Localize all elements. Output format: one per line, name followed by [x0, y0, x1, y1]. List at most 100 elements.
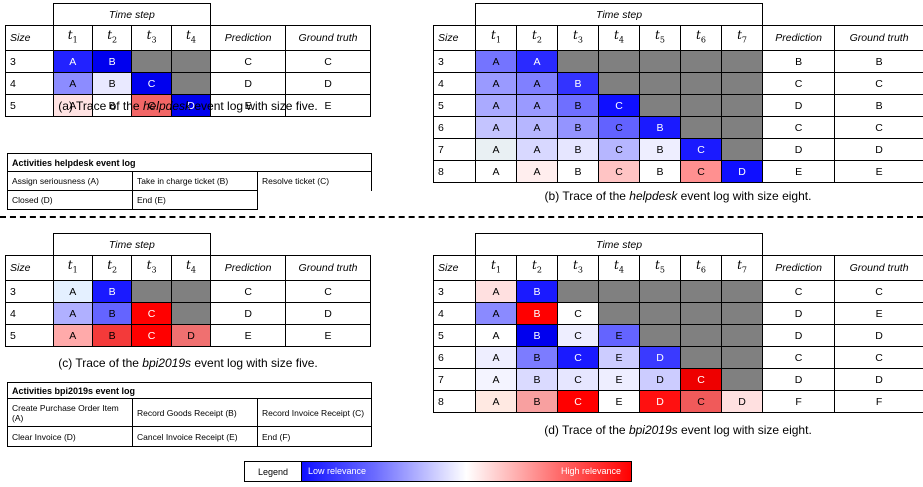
masked-cell — [720, 116, 764, 139]
caption-letter: (d) — [544, 423, 559, 437]
masked-cell — [720, 50, 764, 73]
time-step-t5-header: t5 — [639, 255, 681, 281]
caption-prefix: Trace of the — [75, 356, 139, 370]
activity-cell: B — [639, 116, 681, 139]
time-step-t3-header: t3 — [131, 255, 172, 281]
activity-item: End (F) — [257, 426, 372, 447]
size-cell: 6 — [433, 346, 476, 369]
activities-title: Activities bpi2019s event log — [7, 382, 372, 399]
time-step-t2-header: t2 — [516, 25, 558, 51]
activity-cell: A — [475, 368, 517, 391]
activity-cell: A — [516, 116, 558, 139]
prediction-cell: C — [762, 346, 836, 369]
activity-cell: A — [475, 94, 517, 117]
activity-cell: C — [680, 390, 722, 413]
activities-bpi2019s-table: Activities bpi2019s event log Create Pur… — [7, 382, 372, 447]
activity-item: Assign seriousness (A) — [7, 171, 133, 191]
activity-cell: B — [91, 280, 133, 303]
time-step-t3-header: t3 — [131, 25, 172, 51]
activity-item: Take in charge ticket (B) — [132, 171, 258, 191]
ground-truth-cell: E — [834, 160, 923, 183]
activity-cell: B — [516, 390, 558, 413]
masked-cell — [557, 280, 599, 303]
empty-corner-cell — [210, 3, 371, 26]
ground-truth-cell: D — [834, 368, 923, 391]
activity-cell: C — [680, 138, 722, 161]
masked-cell — [598, 50, 640, 73]
size-cell: 7 — [433, 138, 476, 161]
relevance-gradient-bar: Low relevance High relevance — [302, 462, 631, 481]
activity-cell: A — [52, 50, 93, 73]
activities-title: Activities helpdesk event log — [6, 153, 373, 172]
ground-truth-cell: F — [834, 390, 923, 413]
prediction-cell: C — [762, 72, 836, 95]
caption-suffix: event log with size — [680, 189, 779, 203]
size-cell: 5 — [433, 94, 476, 117]
activity-cell: B — [91, 94, 133, 117]
time-step-t4-header: t4 — [598, 255, 640, 281]
empty-corner-cell — [762, 3, 923, 26]
time-step-t1-header: t1 — [52, 255, 93, 281]
activity-cell: B — [557, 138, 599, 161]
caption-size: eight. — [782, 423, 812, 437]
activity-cell: D — [720, 160, 764, 183]
activity-cell: B — [91, 72, 133, 95]
activity-cell: B — [557, 94, 599, 117]
legend-label: Legend — [245, 462, 302, 481]
masked-cell — [680, 280, 722, 303]
masked-cell — [720, 302, 764, 325]
legend-low-label: Low relevance — [308, 466, 367, 476]
ground-truth-cell: D — [834, 324, 923, 347]
time-step-t2-header: t2 — [516, 255, 558, 281]
prediction-cell: B — [762, 50, 836, 73]
dashed-separator — [0, 216, 923, 218]
activity-cell: A — [516, 160, 558, 183]
size-cell: 4 — [5, 72, 54, 95]
size-cell: 6 — [433, 116, 476, 139]
activity-cell: D — [720, 390, 764, 413]
masked-cell — [170, 72, 212, 95]
caption-log-name: bpi2019s — [142, 356, 191, 370]
masked-cell — [720, 280, 764, 303]
ground-truth-column-header: Ground truth — [285, 25, 371, 51]
time-step-header: Time step — [52, 233, 212, 256]
activity-cell: A — [516, 72, 558, 95]
prediction-cell: C — [210, 50, 287, 73]
masked-cell — [639, 50, 681, 73]
activity-cell: E — [598, 368, 640, 391]
prediction-cell: D — [762, 302, 836, 325]
prediction-cell: E — [210, 94, 287, 117]
activity-cell: A — [475, 72, 517, 95]
caption-suffix: event log with size — [194, 99, 293, 113]
caption-prefix: Trace of the — [562, 423, 626, 437]
caption-c: (c) Trace of the bpi2019s event log with… — [5, 356, 371, 370]
activity-cell: A — [516, 50, 558, 73]
size-column-header: Size — [433, 25, 476, 51]
activity-cell: A — [52, 324, 93, 347]
activity-cell: A — [516, 94, 558, 117]
activity-cell: A — [52, 302, 93, 325]
size-cell: 4 — [433, 302, 476, 325]
ground-truth-cell: B — [834, 94, 923, 117]
activity-cell: B — [516, 324, 558, 347]
masked-cell — [720, 138, 764, 161]
masked-cell — [170, 50, 212, 73]
empty-cell — [256, 190, 372, 210]
masked-cell — [720, 94, 764, 117]
activity-cell: C — [680, 368, 722, 391]
activity-cell: B — [557, 116, 599, 139]
prediction-cell: D — [762, 368, 836, 391]
activity-cell: C — [557, 390, 599, 413]
masked-cell — [598, 280, 640, 303]
caption-a: (a) Trace of the helpdesk event log with… — [5, 99, 371, 113]
time-step-t3-header: t3 — [557, 25, 599, 51]
time-step-t2-header: t2 — [91, 255, 133, 281]
caption-size: five. — [295, 356, 318, 370]
